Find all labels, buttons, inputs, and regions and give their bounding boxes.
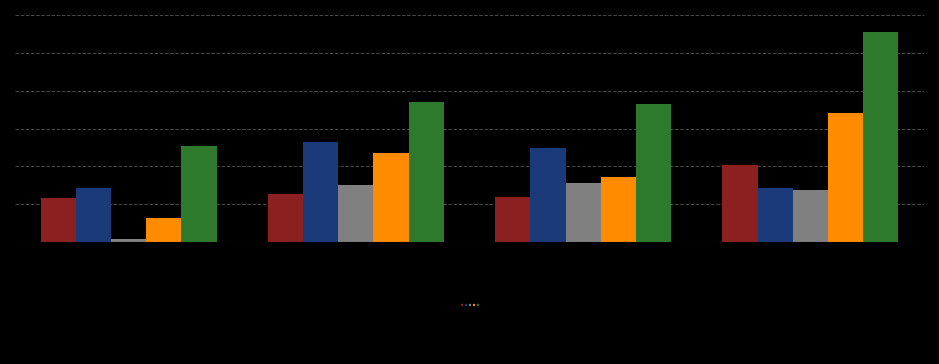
Bar (601, 177, 636, 242)
Bar (303, 142, 338, 242)
Bar (531, 148, 565, 242)
Bar (636, 104, 671, 242)
Bar (374, 153, 408, 242)
Bar (146, 218, 181, 242)
Bar (181, 146, 217, 242)
Bar (76, 188, 111, 242)
Bar (828, 113, 863, 242)
Bar (408, 102, 444, 242)
Bar (722, 165, 758, 242)
Bar (863, 32, 899, 242)
Bar (758, 188, 793, 242)
Legend: , , , , : , , , , (461, 304, 478, 305)
Bar (268, 194, 303, 242)
Bar (338, 185, 374, 242)
Bar (495, 197, 531, 242)
Bar (793, 190, 828, 242)
Bar (40, 198, 76, 242)
Bar (565, 183, 601, 242)
Bar (111, 240, 146, 242)
